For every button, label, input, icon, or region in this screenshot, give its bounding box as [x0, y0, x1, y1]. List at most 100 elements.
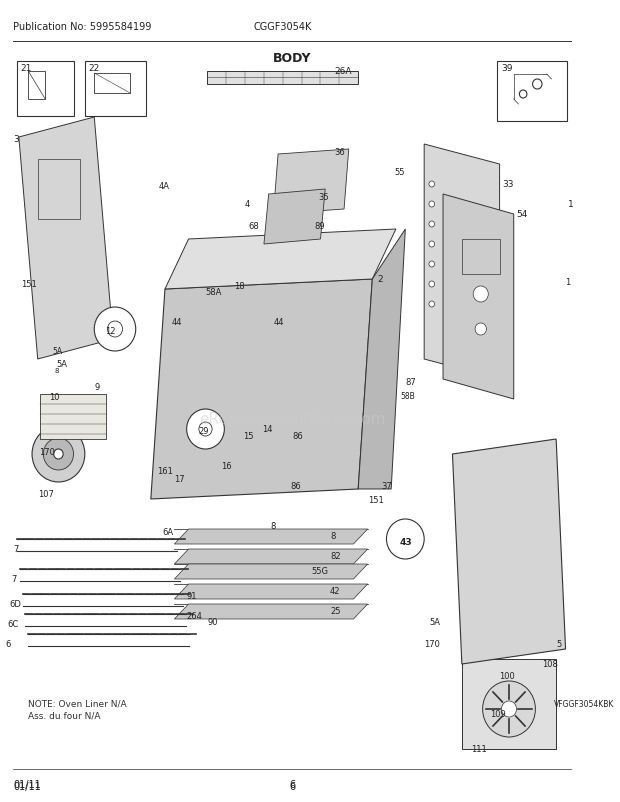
Text: 111: 111	[471, 744, 487, 753]
Circle shape	[482, 681, 536, 737]
Circle shape	[429, 241, 435, 248]
Text: 37: 37	[382, 481, 392, 490]
Text: 58A: 58A	[205, 288, 222, 297]
Bar	[40, 395, 105, 439]
Circle shape	[429, 261, 435, 268]
Text: 18: 18	[234, 282, 244, 290]
Bar	[17, 62, 74, 117]
Text: 8: 8	[55, 367, 59, 374]
Bar	[85, 62, 146, 117]
Text: 5A: 5A	[429, 618, 440, 626]
Text: 3: 3	[13, 135, 19, 144]
Text: 5A: 5A	[53, 346, 63, 355]
Circle shape	[94, 308, 136, 351]
Text: 55: 55	[394, 168, 404, 176]
Polygon shape	[174, 585, 368, 599]
Circle shape	[473, 286, 489, 302]
Text: 68: 68	[248, 221, 259, 231]
Circle shape	[43, 439, 74, 471]
Bar	[497, 62, 567, 122]
Text: 58B: 58B	[401, 391, 415, 400]
Text: 44: 44	[172, 318, 182, 326]
Circle shape	[107, 322, 123, 338]
Circle shape	[187, 410, 224, 449]
Text: 1: 1	[569, 200, 574, 209]
Circle shape	[429, 221, 435, 228]
Text: 16: 16	[221, 461, 232, 471]
Polygon shape	[453, 439, 565, 664]
Bar	[462, 659, 556, 749]
Circle shape	[429, 182, 435, 188]
Text: 1: 1	[565, 277, 571, 286]
Text: 4A: 4A	[158, 182, 169, 191]
Text: 7: 7	[11, 574, 17, 583]
Text: 29: 29	[198, 427, 208, 435]
Polygon shape	[174, 604, 368, 619]
Text: 33: 33	[502, 180, 514, 188]
Polygon shape	[174, 549, 368, 565]
Text: 17: 17	[174, 475, 185, 484]
Text: VFGGF3054KBK: VFGGF3054KBK	[554, 699, 614, 708]
Polygon shape	[264, 190, 326, 245]
Polygon shape	[424, 145, 500, 379]
Text: eReplacementParts.com: eReplacementParts.com	[199, 412, 386, 427]
Text: 25: 25	[330, 606, 340, 615]
Text: 01/11: 01/11	[13, 781, 41, 791]
Text: NOTE: Oven Liner N/A: NOTE: Oven Liner N/A	[29, 699, 127, 708]
Text: 82: 82	[330, 551, 340, 561]
Text: 6C: 6C	[7, 619, 19, 628]
Circle shape	[533, 80, 542, 90]
Bar	[29, 72, 45, 100]
Text: 42: 42	[330, 586, 340, 595]
Text: 87: 87	[405, 378, 416, 387]
Text: 151: 151	[368, 496, 383, 504]
Circle shape	[475, 323, 487, 335]
Text: 108: 108	[542, 659, 558, 668]
Polygon shape	[165, 229, 396, 290]
Text: 264: 264	[187, 611, 203, 620]
Text: 21: 21	[20, 64, 32, 73]
Circle shape	[386, 520, 424, 559]
Polygon shape	[443, 195, 514, 399]
Text: 4: 4	[245, 200, 250, 209]
Text: 6: 6	[289, 779, 295, 789]
Text: Publication No: 5995584199: Publication No: 5995584199	[13, 22, 151, 32]
Text: 36: 36	[335, 148, 345, 157]
Text: 86: 86	[290, 481, 301, 490]
Circle shape	[199, 423, 212, 436]
Text: 151: 151	[20, 280, 37, 289]
Text: 14: 14	[262, 424, 273, 433]
Text: 170: 170	[40, 448, 55, 456]
Text: 9: 9	[94, 383, 100, 391]
Polygon shape	[174, 565, 368, 579]
Bar	[94, 74, 130, 94]
Text: 5A: 5A	[56, 359, 68, 369]
Text: 161: 161	[157, 467, 174, 476]
Text: 5: 5	[556, 639, 561, 648]
Text: 7: 7	[13, 545, 19, 553]
Polygon shape	[19, 118, 113, 359]
Text: 170: 170	[424, 639, 440, 648]
Text: 100: 100	[500, 671, 515, 680]
Text: 6A: 6A	[162, 528, 173, 537]
Text: 39: 39	[502, 64, 513, 73]
Text: 86: 86	[292, 431, 303, 440]
Polygon shape	[207, 72, 358, 85]
Text: 01/11: 01/11	[13, 779, 41, 789]
Circle shape	[429, 202, 435, 208]
Text: Ass. du four N/A: Ass. du four N/A	[29, 711, 101, 720]
Polygon shape	[151, 280, 373, 500]
Polygon shape	[273, 150, 349, 215]
Bar	[462, 240, 500, 274]
Text: 43: 43	[400, 537, 412, 546]
Text: 6: 6	[6, 639, 11, 648]
Text: 22: 22	[89, 64, 100, 73]
Text: 107: 107	[38, 489, 53, 498]
Circle shape	[32, 427, 85, 482]
Text: 89: 89	[314, 221, 324, 231]
Polygon shape	[174, 529, 368, 545]
Text: 55G: 55G	[311, 566, 328, 575]
Circle shape	[429, 302, 435, 308]
Circle shape	[520, 91, 527, 99]
Text: 26A: 26A	[335, 67, 352, 76]
